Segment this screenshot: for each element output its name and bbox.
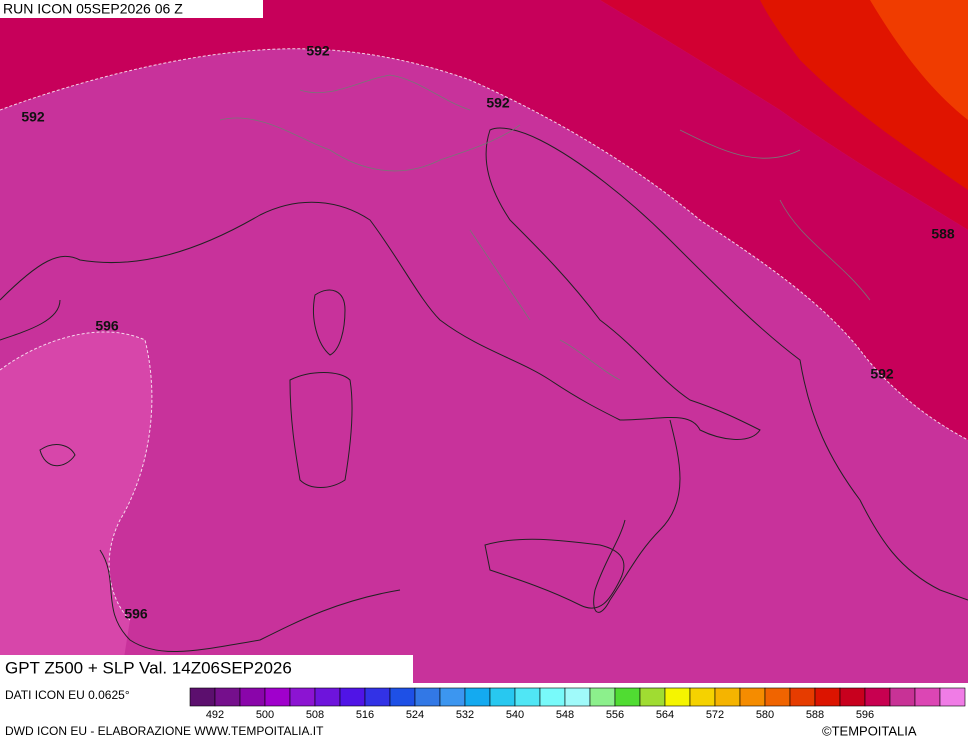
colorbar-swatch bbox=[289, 687, 316, 707]
colorbar-tick-label: 572 bbox=[706, 709, 724, 721]
colorbar-swatch bbox=[439, 687, 466, 707]
map-title: GPT Z500 + SLP Val. 14Z06SEP2026 bbox=[5, 658, 292, 677]
colorbar-swatch bbox=[239, 687, 266, 707]
colorbar-tick-label: 588 bbox=[806, 709, 824, 721]
run-label: RUN ICON 05SEP2026 06 Z bbox=[3, 1, 183, 17]
colorbar-swatch bbox=[864, 687, 891, 707]
coastline bbox=[593, 419, 681, 613]
colorbar-swatch bbox=[314, 687, 341, 707]
colorbar-swatch bbox=[814, 687, 841, 707]
colorbar-swatch bbox=[789, 687, 816, 707]
colorbar-swatch bbox=[889, 687, 916, 707]
colorbar-swatch bbox=[914, 687, 941, 707]
colorbar-tick-label: 580 bbox=[756, 709, 774, 721]
coastline bbox=[0, 299, 401, 653]
colorbar-swatch bbox=[414, 687, 441, 707]
isoline bbox=[0, 331, 153, 621]
contour-label: 596 bbox=[95, 318, 119, 334]
colorbar-swatch bbox=[939, 687, 966, 707]
coastline bbox=[0, 127, 968, 601]
contour-labels: 592592592592596596588592 bbox=[21, 43, 955, 622]
colorbar-tick-label: 508 bbox=[306, 709, 324, 721]
contour-label: 592 bbox=[21, 109, 45, 125]
colorbar-swatch bbox=[464, 687, 491, 707]
colorbar-tick-label: 548 bbox=[556, 709, 574, 721]
colorbar-tick-label: 524 bbox=[406, 709, 424, 721]
colorbar-tick-label: 532 bbox=[456, 709, 474, 721]
colorbar-tick-label: 556 bbox=[606, 709, 624, 721]
colorbar-swatch bbox=[189, 687, 216, 707]
colorbar-tick-label: 492 bbox=[206, 709, 224, 721]
colorbar-tick-label: 564 bbox=[656, 709, 674, 721]
contour-label: 596 bbox=[124, 606, 148, 622]
colorbar-swatch bbox=[689, 687, 716, 707]
colorbar-swatch bbox=[564, 687, 591, 707]
colorbar-tick-label: 516 bbox=[356, 709, 374, 721]
colorbar-tick-label: 540 bbox=[506, 709, 524, 721]
colorbar-swatch bbox=[664, 687, 691, 707]
colorbar-swatch bbox=[389, 687, 416, 707]
data-source: DATI ICON EU 0.0625° bbox=[5, 688, 130, 702]
title-box bbox=[0, 655, 413, 683]
colorbar-swatch bbox=[489, 687, 516, 707]
colorbar-tick-label: 596 bbox=[856, 709, 874, 721]
copyright: ©TEMPOITALIA bbox=[822, 723, 917, 738]
sardinia bbox=[289, 372, 353, 488]
colorbar-swatch bbox=[764, 687, 791, 707]
contour-label: 588 bbox=[931, 226, 955, 242]
colorbar-swatch bbox=[614, 687, 641, 707]
colorbar-swatch bbox=[514, 687, 541, 707]
colorbar-tick-label: 500 bbox=[256, 709, 274, 721]
map bbox=[0, 0, 968, 683]
colorbar-swatch bbox=[214, 687, 241, 707]
colorbar-swatch bbox=[589, 687, 616, 707]
colorbar-swatch bbox=[339, 687, 366, 707]
field-576-580 bbox=[870, 0, 968, 120]
field-596-600 bbox=[0, 331, 152, 683]
sicily bbox=[484, 538, 625, 609]
colorbar-swatch bbox=[364, 687, 391, 707]
colorbar-swatch bbox=[264, 687, 291, 707]
contour-label: 592 bbox=[870, 366, 894, 382]
colorbar-swatch bbox=[639, 687, 666, 707]
header-box bbox=[0, 0, 263, 18]
contour-label: 592 bbox=[486, 95, 510, 111]
colorbar-swatch bbox=[714, 687, 741, 707]
field-588-592 bbox=[0, 0, 968, 440]
colorbar: 492 500 508 516 524 532 540 548 556 564 572 580 588 5… bbox=[189, 687, 966, 721]
border bbox=[219, 74, 871, 381]
colorbar-swatch bbox=[739, 687, 766, 707]
colorbar-swatch bbox=[839, 687, 866, 707]
credit: DWD ICON EU - ELABORAZIONE WWW.TEMPOITAL… bbox=[5, 724, 324, 738]
contour-label: 592 bbox=[306, 43, 330, 59]
colorbar-swatch bbox=[539, 687, 566, 707]
corsica bbox=[312, 289, 346, 356]
